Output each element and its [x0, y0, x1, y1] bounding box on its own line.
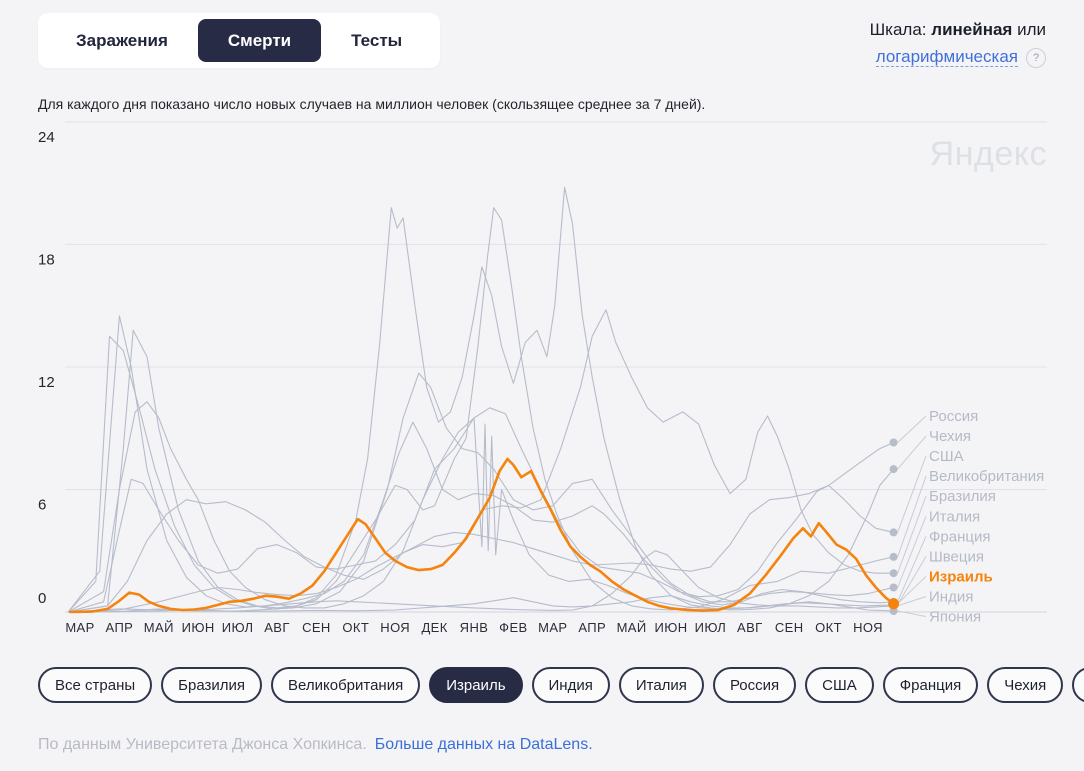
deaths-line-chart[interactable]: Яндекс 0 6 12 18 24 МАР АПР МАЙ ИЮН ИЮЛ АВГ СЕН ОКТ НО…	[0, 108, 1084, 653]
scale-prefix: Шкала:	[869, 20, 927, 39]
x-axis-label-18: СЕН	[775, 620, 804, 635]
filter-pill[interactable]: Италия	[618, 667, 704, 703]
x-axis-label-14: МАЙ	[617, 620, 647, 635]
legend-connector	[897, 496, 927, 574]
series-line[interactable]	[67, 441, 895, 613]
endpoint-dot	[889, 528, 898, 537]
scale-line-2: логарифмическая?	[870, 43, 1046, 70]
tab-infections[interactable]: Заражения	[46, 19, 198, 62]
legend-connector	[897, 536, 927, 602]
x-axis-label-19: ОКТ	[815, 620, 842, 635]
x-axis-label-17: АВГ	[737, 620, 763, 635]
metric-tabbar: Заражения Смерти Тесты	[38, 13, 441, 68]
x-axis-label-10: ЯНВ	[460, 620, 489, 635]
x-axis-label-8: НОЯ	[380, 620, 410, 635]
tab-deaths[interactable]: Смерти	[197, 19, 322, 62]
y-axis-label-12: 12	[38, 374, 55, 391]
legend-connector	[897, 475, 927, 558]
endpoint-dot	[889, 465, 898, 474]
legend-label[interactable]: Израиль	[929, 568, 993, 585]
x-axis-label-3: ИЮН	[182, 620, 215, 635]
series-line[interactable]	[67, 335, 895, 613]
filter-pill[interactable]: Индия	[531, 667, 610, 703]
filter-pill[interactable]: Швеция	[1072, 667, 1084, 703]
scale-control: Шкала: линейная или логарифмическая?	[870, 13, 1046, 70]
x-axis-label-13: АПР	[578, 620, 606, 635]
filter-pill[interactable]: США	[805, 667, 874, 703]
datalens-link[interactable]: Больше данных на DataLens.	[374, 736, 593, 753]
x-axis-label-9: ДЕК	[421, 620, 447, 635]
series-line[interactable]	[67, 401, 895, 613]
endpoint-dot-highlight	[888, 598, 900, 610]
series-line[interactable]	[68, 457, 895, 614]
legend-connector	[897, 576, 927, 605]
y-axis-label-24: 24	[38, 129, 55, 146]
filter-pill[interactable]: Чехия	[987, 667, 1064, 703]
endpoint-dot	[889, 569, 898, 578]
filter-pill[interactable]: Великобритания	[271, 667, 421, 703]
legend-connector	[897, 596, 927, 607]
legend-connector	[897, 556, 927, 606]
legend-label[interactable]: США	[929, 448, 964, 465]
series-line[interactable]	[67, 315, 895, 613]
filter-pill[interactable]: Бразилия	[161, 667, 263, 703]
endpoint-dot	[889, 438, 898, 447]
series-line[interactable]	[67, 186, 895, 613]
endpoint-dot	[889, 607, 898, 615]
legend-connector	[897, 610, 927, 617]
legend-label[interactable]: Бразилия	[929, 488, 996, 505]
x-axis-label-12: МАР	[538, 620, 567, 635]
scale-current-value: линейная	[931, 20, 1013, 39]
x-axis-label-16: ИЮЛ	[695, 620, 727, 635]
x-axis-label-15: ИЮН	[654, 620, 687, 635]
x-axis-label-20: НОЯ	[853, 620, 883, 635]
legend-label[interactable]: Великобритания	[929, 468, 1044, 485]
filter-pill[interactable]: Все страны	[38, 667, 153, 703]
header: Заражения Смерти Тесты Шкала: линейная и…	[38, 13, 1046, 70]
filter-pill[interactable]: Россия	[712, 667, 797, 703]
scale-conjunction: или	[1017, 20, 1046, 39]
country-filter-bar: Все страны Бразилия Великобритания Израиль И…	[38, 667, 1084, 703]
series-line[interactable]	[67, 550, 895, 613]
x-axis-label-5: АВГ	[264, 620, 290, 635]
y-axis-label-6: 6	[38, 496, 46, 513]
yandex-watermark: Яндекс	[930, 135, 1047, 173]
legend-connector	[897, 415, 927, 443]
legend-connector	[897, 516, 927, 588]
x-axis-label-0: МАР	[65, 620, 94, 635]
series-line[interactable]	[67, 207, 895, 613]
legend-label[interactable]: Италия	[929, 508, 980, 525]
scale-logarithmic-link[interactable]: логарифмическая	[875, 47, 1018, 67]
y-axis-label-18: 18	[38, 251, 55, 268]
x-axis-label-4: ИЮЛ	[222, 620, 254, 635]
legend-label[interactable]: Россия	[929, 408, 978, 425]
x-axis-label-6: СЕН	[302, 620, 331, 635]
legend-connector	[897, 435, 927, 470]
endpoint-dot	[889, 583, 898, 592]
series-line[interactable]	[67, 407, 895, 613]
legend-label[interactable]: Швеция	[929, 548, 984, 565]
filter-pill[interactable]: Франция	[882, 667, 979, 703]
x-axis-label-2: МАЙ	[144, 620, 174, 635]
tab-tests[interactable]: Тесты	[321, 19, 432, 62]
legend-label[interactable]: Япония	[929, 609, 981, 626]
x-axis-label-11: ФЕВ	[499, 620, 527, 635]
help-icon[interactable]: ?	[1026, 48, 1046, 68]
legend-label[interactable]: Франция	[929, 528, 990, 545]
endpoint-dot	[889, 552, 898, 561]
filter-pill-selected[interactable]: Израиль	[429, 667, 523, 703]
data-source-text: По данным Университета Джонса Хопкинса.	[38, 736, 367, 753]
y-axis-label-0: 0	[38, 590, 46, 607]
legend-label[interactable]: Чехия	[929, 428, 971, 445]
legend-label[interactable]: Индия	[929, 589, 973, 606]
chart-description: Для каждого дня показано число новых слу…	[38, 96, 706, 112]
legend-connector	[897, 455, 927, 533]
series-line[interactable]	[67, 309, 895, 613]
scale-line-1: Шкала: линейная или	[870, 16, 1046, 43]
x-axis-label-1: АПР	[106, 620, 134, 635]
series-line[interactable]	[67, 595, 895, 613]
x-axis-label-7: ОКТ	[342, 620, 369, 635]
footer: По данным Университета Джонса Хопкинса. Б…	[38, 736, 593, 754]
